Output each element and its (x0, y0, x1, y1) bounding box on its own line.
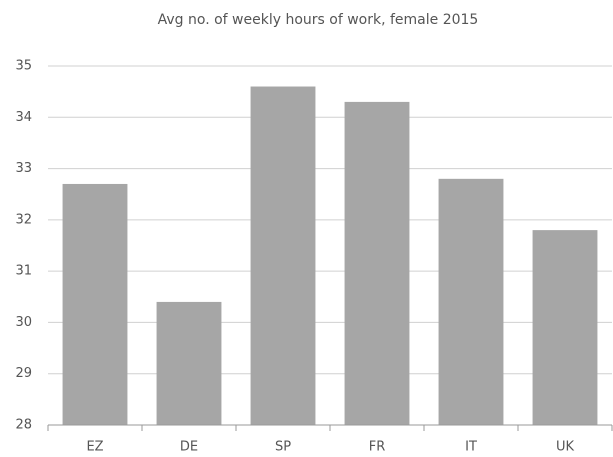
y-tick-label: 29 (15, 366, 32, 381)
bar (250, 86, 316, 425)
y-tick-label: 32 (15, 212, 32, 227)
x-tick-label: FR (369, 440, 386, 455)
chart-title: Avg no. of weekly hours of work, female … (158, 12, 479, 28)
bar (156, 301, 222, 425)
y-tick-label: 31 (15, 264, 32, 279)
x-tick-label: SP (275, 440, 291, 455)
bar (532, 230, 598, 425)
y-tick-label: 34 (15, 110, 32, 125)
x-tick-label: IT (465, 440, 477, 455)
bar (438, 178, 504, 425)
y-tick-label: 35 (15, 59, 32, 74)
y-tick-label: 30 (15, 315, 32, 330)
x-tick-label: EZ (86, 440, 103, 455)
x-tick-label: UK (556, 440, 575, 455)
y-tick-label: 33 (15, 161, 32, 176)
y-tick-label: 28 (15, 418, 32, 433)
x-tick-label: DE (180, 440, 198, 455)
bar (62, 183, 128, 425)
bar (344, 101, 410, 426)
